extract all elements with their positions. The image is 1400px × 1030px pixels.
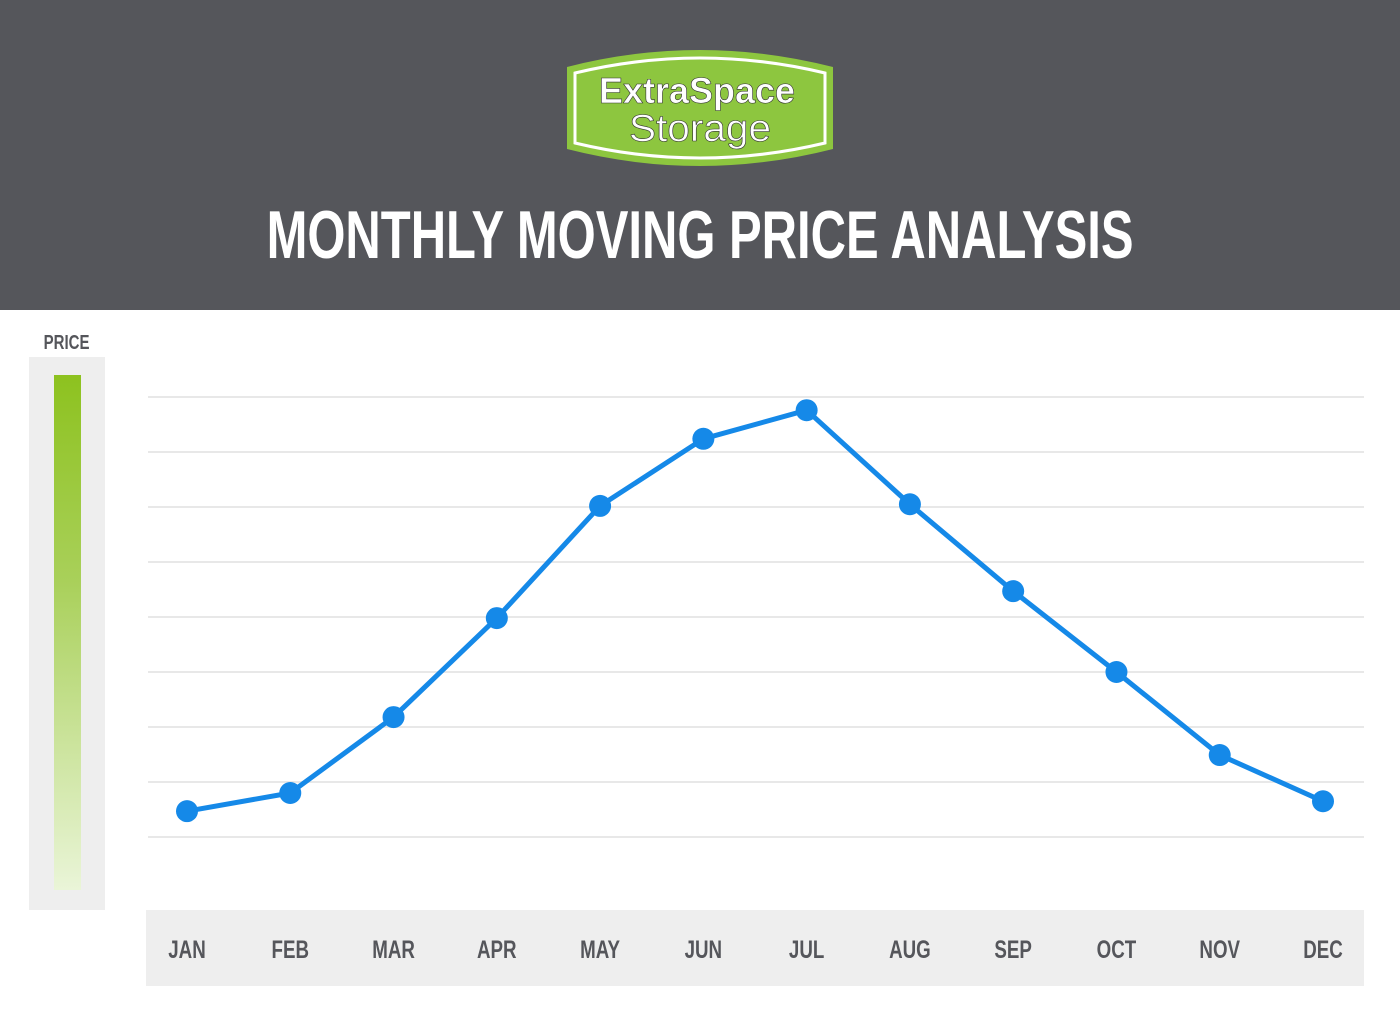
x-tick-label: MAY <box>580 935 620 963</box>
logo-text-extraspace: ExtraSpace <box>599 70 795 111</box>
data-point-apr <box>485 607 508 630</box>
price-legend <box>29 357 105 910</box>
data-point-aug <box>898 493 921 516</box>
x-tick-label: JAN <box>168 935 205 963</box>
data-point-jun <box>692 427 715 450</box>
price-line <box>186 407 1325 814</box>
header-banner: ExtraSpace Storage MONTHLY MOVING PRICE … <box>0 0 1400 310</box>
data-point-feb <box>279 782 302 804</box>
price-legend-label: PRICE <box>44 332 90 354</box>
data-point-sep <box>1002 580 1025 603</box>
x-axis-band <box>146 910 1364 986</box>
x-tick-label: OCT <box>1097 935 1137 963</box>
logo-text-storage: Storage <box>629 108 771 150</box>
data-point-jul <box>795 399 818 422</box>
x-tick-label: NOV <box>1199 935 1240 963</box>
x-tick-label: DEC <box>1303 935 1343 963</box>
x-tick-label: FEB <box>272 935 309 963</box>
data-point-mar <box>382 706 405 729</box>
extra-space-storage-logo: ExtraSpace Storage <box>567 50 833 166</box>
data-point-oct <box>1105 661 1128 683</box>
chart-title: MONTHLY MOVING PRICE ANALYSIS <box>266 197 1134 273</box>
price-gradient-bar <box>54 375 81 890</box>
x-tick-label: JUN <box>685 935 722 963</box>
x-tick-label: JUL <box>789 935 824 963</box>
x-tick-label: MAR <box>372 935 415 963</box>
data-point-may <box>589 494 612 517</box>
x-tick-label: SEP <box>994 935 1031 963</box>
x-tick-label: AUG <box>889 935 931 963</box>
data-point-dec <box>1312 790 1334 813</box>
data-point-jan <box>176 800 198 823</box>
x-tick-label: APR <box>477 935 517 963</box>
data-point-nov <box>1208 744 1231 767</box>
